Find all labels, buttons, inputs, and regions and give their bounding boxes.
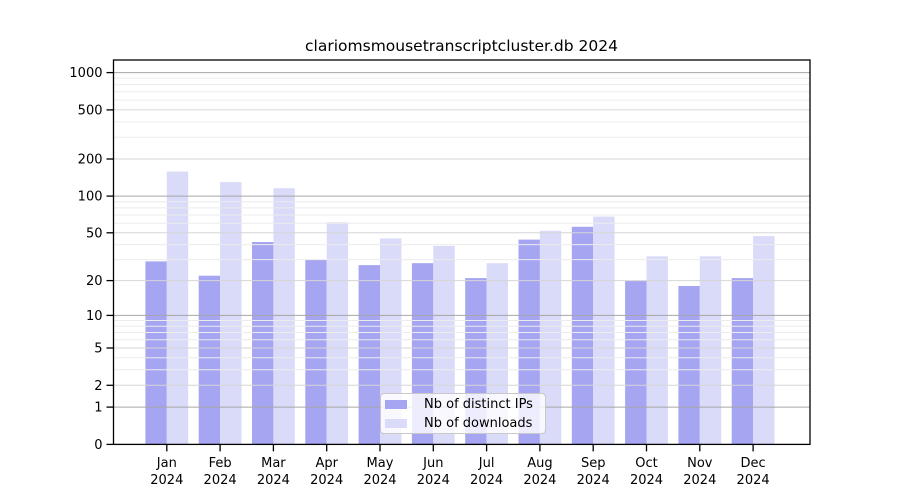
bar-nb-of-downloads-jan — [166, 171, 189, 445]
y-tick-label-1000: 1000 — [69, 66, 102, 81]
x-tick-label-month-oct: Oct — [635, 456, 657, 471]
y-tick-label-5: 5 — [94, 342, 102, 357]
legend-label-downloads: Nb of downloads — [424, 415, 533, 431]
chart-title: clariomsmousetranscriptcluster.db 2024 — [305, 37, 618, 55]
x-tick-label-year-jul: 2024 — [470, 473, 503, 488]
x-tick-label-year-mar: 2024 — [257, 473, 290, 488]
x-tick-label-month-jan: Jan — [156, 456, 177, 471]
y-tick-label-2: 2 — [94, 379, 102, 394]
y-tick-label-10: 10 — [86, 309, 103, 324]
x-tick-label-year-jan: 2024 — [150, 473, 183, 488]
bar-nb-of-distinct-ips-dec — [731, 278, 754, 445]
legend-row-downloads: Nb of downloads — [385, 416, 545, 431]
bar-nb-of-downloads-dec — [753, 236, 775, 445]
x-tick-label-year-may: 2024 — [363, 473, 396, 488]
x-tick-label-month-nov: Nov — [687, 456, 713, 471]
x-tick-label-month-aug: Aug — [527, 456, 552, 471]
y-tick-label-100: 100 — [78, 190, 103, 205]
gridlines-group — [113, 72, 810, 408]
x-tick-label-year-oct: 2024 — [630, 473, 663, 488]
bar-nb-of-downloads-mar — [273, 188, 295, 445]
bar-nb-of-downloads-nov — [699, 256, 722, 445]
bar-nb-of-downloads-may — [380, 238, 402, 445]
x-tick-label-month-may: May — [367, 456, 394, 471]
x-tick-label-year-nov: 2024 — [683, 473, 716, 488]
bar-nb-of-downloads-oct — [646, 256, 668, 445]
x-tick-label-year-dec: 2024 — [737, 473, 770, 488]
x-tick-label-month-jun: Jun — [422, 456, 443, 471]
legend-label-distinct-ips: Nb of distinct IPs — [424, 396, 533, 412]
x-tick-label-year-jun: 2024 — [417, 473, 450, 488]
x-tick-label-year-sep: 2024 — [577, 473, 610, 488]
bar-nb-of-distinct-ips-may — [358, 265, 380, 445]
bar-nb-of-distinct-ips-jan — [145, 261, 167, 445]
bar-nb-of-distinct-ips-feb — [198, 275, 221, 445]
legend-row-distinct-ips: Nb of distinct IPs — [385, 397, 545, 412]
x-tick-label-month-sep: Sep — [581, 456, 606, 471]
y-tick-label-0: 0 — [94, 438, 102, 453]
axes-ticks-group: 0 1 2 5 10 20 50 100 200 500 1000 Jan 2024 Feb 2024 Mar… — [69, 66, 769, 488]
x-tick-label-year-apr: 2024 — [310, 473, 343, 488]
bar-nb-of-downloads-apr — [326, 222, 349, 445]
x-tick-label-month-apr: Apr — [315, 456, 338, 471]
bar-nb-of-downloads-sep — [593, 216, 615, 445]
plot-frame — [112, 59, 811, 446]
x-tick-label-month-feb: Feb — [209, 456, 232, 471]
legend-swatch-downloads — [385, 418, 407, 428]
x-tick-label-year-feb: 2024 — [204, 473, 237, 488]
bar-nb-of-distinct-ips-mar — [252, 242, 274, 445]
x-tick-label-month-mar: Mar — [261, 456, 286, 471]
y-tick-label-200: 200 — [78, 153, 103, 168]
bar-nb-of-distinct-ips-oct — [625, 280, 647, 445]
bar-nb-of-downloads-feb — [220, 182, 242, 445]
x-tick-label-month-dec: Dec — [741, 456, 766, 471]
legend-swatch-distinct-ips — [385, 399, 407, 409]
bar-nb-of-downloads-aug — [539, 230, 562, 445]
bar-nb-of-distinct-ips-nov — [678, 286, 700, 445]
bar-nb-of-distinct-ips-sep — [571, 226, 594, 445]
y-tick-label-1: 1 — [94, 401, 102, 416]
x-tick-label-month-jul: Jul — [478, 456, 495, 471]
y-tick-label-50: 50 — [86, 226, 103, 241]
bar-nb-of-distinct-ips-apr — [305, 259, 327, 445]
y-tick-label-500: 500 — [78, 103, 103, 118]
y-tick-label-20: 20 — [86, 274, 103, 289]
plot-border — [112, 59, 811, 446]
legend: Nb of distinct IPs Nb of downloads — [380, 393, 546, 434]
x-tick-label-year-aug: 2024 — [523, 473, 556, 488]
